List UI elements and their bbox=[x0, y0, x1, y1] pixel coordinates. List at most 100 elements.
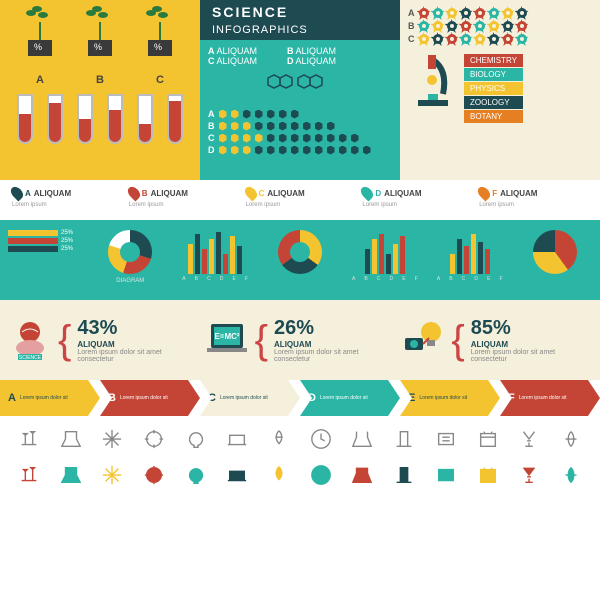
page-title: SCIENCE INFOGRAPHICS bbox=[200, 0, 400, 40]
bar-chart-1: ABCDEF bbox=[178, 230, 253, 290]
arrows-row: ALorem ipsum dolor sitBLorem ipsum dolor… bbox=[0, 380, 600, 416]
science-icon bbox=[139, 424, 169, 454]
pin-icon bbox=[476, 185, 493, 202]
arrow-step: DLorem ipsum dolor sit bbox=[300, 380, 400, 416]
gear-icon bbox=[419, 34, 429, 44]
science-label: ZOOLOGY bbox=[464, 96, 523, 109]
pie-chart bbox=[517, 230, 592, 290]
svg-text:SCIENCE: SCIENCE bbox=[19, 355, 42, 361]
gear-icon bbox=[419, 21, 429, 31]
science-icon bbox=[389, 424, 419, 454]
svg-text:E=MC²: E=MC² bbox=[214, 332, 239, 341]
test-tube-icon bbox=[17, 94, 33, 144]
hex-row: A bbox=[208, 109, 392, 119]
gear-icon bbox=[517, 21, 527, 31]
gear-icon bbox=[503, 21, 513, 31]
brain-icon: SCIENCE bbox=[8, 318, 52, 362]
pin-icon bbox=[9, 185, 26, 202]
marker-item: F ALIQUAMLorem ipsum bbox=[479, 186, 588, 214]
gear-row: B bbox=[408, 21, 592, 31]
science-icon bbox=[56, 424, 86, 454]
science-label: BOTANY bbox=[464, 110, 523, 123]
arrow-step: FLorem ipsum dolor sit bbox=[500, 380, 600, 416]
science-icon bbox=[264, 460, 294, 490]
bar-chart-3: ABCDEF bbox=[432, 230, 507, 290]
donut-chart-1: DIAGRAM bbox=[93, 230, 168, 290]
gear-icon bbox=[461, 34, 471, 44]
arrow-step: CLorem ipsum dolor sit bbox=[200, 380, 300, 416]
bulb-icon bbox=[401, 318, 445, 362]
hex-row: D bbox=[208, 145, 392, 155]
donut-chart-2 bbox=[263, 230, 338, 290]
gear-row: A bbox=[408, 8, 592, 18]
gear-icon bbox=[503, 8, 513, 18]
science-label: BIOLOGY bbox=[464, 68, 523, 81]
plant-icon bbox=[140, 10, 180, 70]
plant-label: B bbox=[96, 74, 104, 86]
markers-row: A ALIQUAMLorem ipsumB ALIQUAMLorem ipsum… bbox=[0, 180, 600, 220]
science-icon bbox=[97, 424, 127, 454]
bar-chart-2: ABCDEF bbox=[347, 230, 422, 290]
science-icon bbox=[514, 424, 544, 454]
science-icon bbox=[473, 424, 503, 454]
gear-icon bbox=[447, 8, 457, 18]
test-tube-icon bbox=[107, 94, 123, 144]
stat-item: {85%ALIQUAMLorem ipsum dolor sit amet co… bbox=[401, 308, 592, 372]
pin-icon bbox=[359, 185, 376, 202]
stat-item: E=MC²{26%ALIQUAMLorem ipsum dolor sit am… bbox=[205, 308, 396, 372]
science-label: PHYSICS bbox=[464, 82, 523, 95]
marker-item: C ALIQUAMLorem ipsum bbox=[246, 186, 355, 214]
science-icon bbox=[306, 424, 336, 454]
gear-icon bbox=[489, 21, 499, 31]
hex-row: C bbox=[208, 133, 392, 143]
gear-icon bbox=[489, 34, 499, 44]
gear-icon bbox=[475, 21, 485, 31]
hbar-chart: 25%25%25% bbox=[8, 230, 83, 290]
marker-item: B ALIQUAMLorem ipsum bbox=[129, 186, 238, 214]
science-icon bbox=[181, 424, 211, 454]
science-icon bbox=[556, 460, 586, 490]
test-tube-icon bbox=[77, 94, 93, 144]
pin-icon bbox=[242, 185, 259, 202]
science-icon bbox=[431, 460, 461, 490]
test-tube-icon bbox=[167, 94, 183, 144]
molecule-icon bbox=[258, 70, 338, 100]
gear-icon bbox=[517, 34, 527, 44]
science-icon bbox=[347, 460, 377, 490]
science-label: CHEMISTRY bbox=[464, 54, 523, 67]
stat-item: SCIENCE{43%ALIQUAMLorem ipsum dolor sit … bbox=[8, 308, 199, 372]
plants-panel: A B C bbox=[0, 0, 200, 180]
science-icon bbox=[473, 460, 503, 490]
hex-panel: SCIENCE INFOGRAPHICS A ALIQUAMC ALIQUAMB… bbox=[200, 0, 400, 180]
gears-panel: ABC CHEMISTRYBIOLOGYPHYSICSZOOLOGYBOTANY bbox=[400, 0, 600, 180]
science-icon bbox=[556, 424, 586, 454]
marker-item: D ALIQUAMLorem ipsum bbox=[362, 186, 471, 214]
gear-icon bbox=[433, 8, 443, 18]
hex-row: B bbox=[208, 121, 392, 131]
science-icon bbox=[14, 460, 44, 490]
top-section: ABC SCIENCE INFOGRAPHICS A ALIQUAMC ALIQ… bbox=[0, 0, 600, 180]
gear-icon bbox=[517, 8, 527, 18]
science-icon bbox=[222, 460, 252, 490]
gear-icon bbox=[419, 8, 429, 18]
arrow-step: ALorem ipsum dolor sit bbox=[0, 380, 100, 416]
gear-icon bbox=[475, 34, 485, 44]
plant-label: C bbox=[156, 74, 164, 86]
plant-label: A bbox=[36, 74, 44, 86]
science-icon bbox=[264, 424, 294, 454]
gear-icon bbox=[503, 34, 513, 44]
plant-icon bbox=[20, 10, 60, 70]
gear-icon bbox=[461, 8, 471, 18]
gear-icon bbox=[433, 21, 443, 31]
gear-icon bbox=[433, 34, 443, 44]
plant-icon bbox=[80, 10, 120, 70]
laptop-icon: E=MC² bbox=[205, 318, 249, 362]
test-tube-icon bbox=[137, 94, 153, 144]
science-icon bbox=[14, 424, 44, 454]
gear-icon bbox=[447, 21, 457, 31]
pin-icon bbox=[125, 185, 142, 202]
science-icon bbox=[306, 460, 336, 490]
science-icon bbox=[139, 460, 169, 490]
gear-icon bbox=[489, 8, 499, 18]
icons-section bbox=[0, 416, 600, 536]
